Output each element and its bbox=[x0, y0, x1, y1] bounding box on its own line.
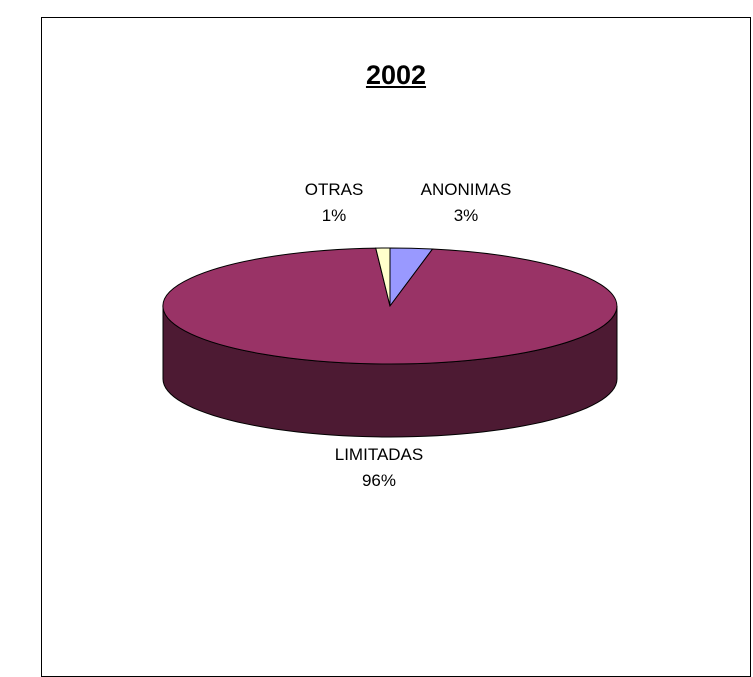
slice-label-name: ANONIMAS bbox=[420, 180, 512, 199]
slice-label-percent: 1% bbox=[321, 206, 347, 225]
slice-label-limitadas: LIMITADAS 96% bbox=[335, 442, 423, 494]
slice-label-percent: 96% bbox=[361, 471, 397, 490]
slice-label-otras: OTRAS 1% bbox=[305, 177, 364, 229]
slice-label-name: LIMITADAS bbox=[334, 445, 424, 464]
slice-label-anonimas: ANONIMAS 3% bbox=[421, 177, 512, 229]
slice-label-percent: 3% bbox=[453, 206, 479, 225]
pie-slice-otras bbox=[375, 247, 391, 307]
pie-chart-3d bbox=[162, 247, 618, 438]
slice-label-name: OTRAS bbox=[304, 180, 364, 199]
chart-title: 2002 bbox=[365, 60, 427, 90]
